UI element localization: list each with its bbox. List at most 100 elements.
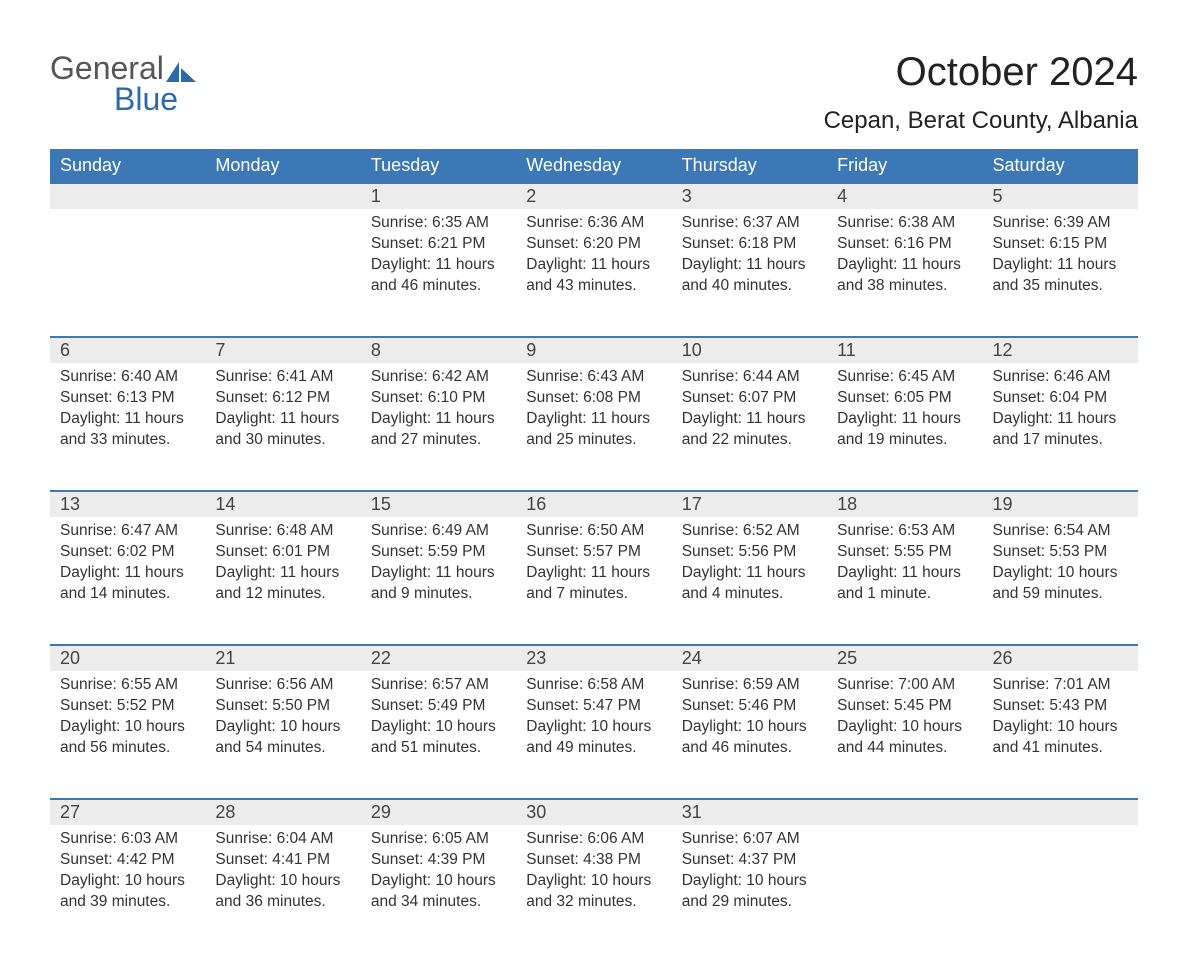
day-content-cell: Sunrise: 7:00 AMSunset: 5:45 PMDaylight:…: [827, 671, 982, 799]
day-content-cell: Sunrise: 6:48 AMSunset: 6:01 PMDaylight:…: [205, 517, 360, 645]
content-row: Sunrise: 6:55 AMSunset: 5:52 PMDaylight:…: [50, 671, 1138, 799]
daynum-row: 12345: [50, 183, 1138, 209]
daynum-row: 13141516171819: [50, 491, 1138, 517]
day-content-cell: Sunrise: 6:45 AMSunset: 6:05 PMDaylight:…: [827, 363, 982, 491]
daylight-line: Daylight: 11 hours and 7 minutes.: [526, 563, 661, 605]
sunrise-line: Sunrise: 6:57 AM: [371, 675, 506, 696]
sunrise-line: Sunrise: 6:05 AM: [371, 829, 506, 850]
sunset-line: Sunset: 5:53 PM: [993, 542, 1128, 563]
day-content-cell: Sunrise: 6:41 AMSunset: 6:12 PMDaylight:…: [205, 363, 360, 491]
sunset-line: Sunset: 6:02 PM: [60, 542, 195, 563]
sunset-line: Sunset: 5:52 PM: [60, 696, 195, 717]
location: Cepan, Berat County, Albania: [824, 107, 1138, 135]
day-number-cell: 18: [827, 491, 982, 517]
weekday-header: Monday: [205, 149, 360, 183]
daylight-line: Daylight: 10 hours and 44 minutes.: [837, 717, 972, 759]
day-content-cell: Sunrise: 6:57 AMSunset: 5:49 PMDaylight:…: [361, 671, 516, 799]
sunrise-line: Sunrise: 6:59 AM: [682, 675, 817, 696]
day-content-cell: Sunrise: 6:55 AMSunset: 5:52 PMDaylight:…: [50, 671, 205, 799]
daynum-row: 2728293031: [50, 799, 1138, 825]
day-number-cell: [205, 183, 360, 209]
sunrise-line: Sunrise: 6:37 AM: [682, 213, 817, 234]
sunrise-line: Sunrise: 6:54 AM: [993, 521, 1128, 542]
logo-text-blue: Blue: [114, 81, 196, 118]
day-number-cell: 2: [516, 183, 671, 209]
sunset-line: Sunset: 6:15 PM: [993, 234, 1128, 255]
day-content-cell: Sunrise: 6:53 AMSunset: 5:55 PMDaylight:…: [827, 517, 982, 645]
sunrise-line: Sunrise: 7:00 AM: [837, 675, 972, 696]
sunrise-line: Sunrise: 6:42 AM: [371, 367, 506, 388]
weekday-header-row: Sunday Monday Tuesday Wednesday Thursday…: [50, 149, 1138, 183]
daylight-line: Daylight: 11 hours and 12 minutes.: [215, 563, 350, 605]
sunrise-line: Sunrise: 6:06 AM: [526, 829, 661, 850]
sunset-line: Sunset: 6:12 PM: [215, 388, 350, 409]
sunset-line: Sunset: 6:21 PM: [371, 234, 506, 255]
day-number-cell: 23: [516, 645, 671, 671]
day-content-cell: Sunrise: 6:03 AMSunset: 4:42 PMDaylight:…: [50, 825, 205, 953]
sunset-line: Sunset: 5:46 PM: [682, 696, 817, 717]
sunset-line: Sunset: 5:57 PM: [526, 542, 661, 563]
daynum-row: 6789101112: [50, 337, 1138, 363]
weekday-header: Friday: [827, 149, 982, 183]
day-content-cell: Sunrise: 6:04 AMSunset: 4:41 PMDaylight:…: [205, 825, 360, 953]
sunset-line: Sunset: 5:49 PM: [371, 696, 506, 717]
day-content-cell: [205, 209, 360, 337]
sunrise-line: Sunrise: 6:39 AM: [993, 213, 1128, 234]
weekday-header: Wednesday: [516, 149, 671, 183]
day-number-cell: 8: [361, 337, 516, 363]
sunrise-line: Sunrise: 6:03 AM: [60, 829, 195, 850]
day-number-cell: 22: [361, 645, 516, 671]
sunset-line: Sunset: 6:13 PM: [60, 388, 195, 409]
sunrise-line: Sunrise: 6:45 AM: [837, 367, 972, 388]
content-row: Sunrise: 6:47 AMSunset: 6:02 PMDaylight:…: [50, 517, 1138, 645]
day-number-cell: 1: [361, 183, 516, 209]
sunrise-line: Sunrise: 6:38 AM: [837, 213, 972, 234]
sunrise-line: Sunrise: 6:58 AM: [526, 675, 661, 696]
day-number-cell: 13: [50, 491, 205, 517]
sunset-line: Sunset: 4:38 PM: [526, 850, 661, 871]
daylight-line: Daylight: 11 hours and 30 minutes.: [215, 409, 350, 451]
daylight-line: Daylight: 11 hours and 33 minutes.: [60, 409, 195, 451]
day-number-cell: [827, 799, 982, 825]
daylight-line: Daylight: 10 hours and 29 minutes.: [682, 871, 817, 913]
day-content-cell: Sunrise: 7:01 AMSunset: 5:43 PMDaylight:…: [983, 671, 1138, 799]
daylight-line: Daylight: 10 hours and 34 minutes.: [371, 871, 506, 913]
day-content-cell: [50, 209, 205, 337]
day-content-cell: Sunrise: 6:40 AMSunset: 6:13 PMDaylight:…: [50, 363, 205, 491]
weekday-header: Tuesday: [361, 149, 516, 183]
sunset-line: Sunset: 5:47 PM: [526, 696, 661, 717]
daylight-line: Daylight: 10 hours and 49 minutes.: [526, 717, 661, 759]
daylight-line: Daylight: 11 hours and 4 minutes.: [682, 563, 817, 605]
daylight-line: Daylight: 11 hours and 40 minutes.: [682, 255, 817, 297]
sunrise-line: Sunrise: 6:40 AM: [60, 367, 195, 388]
sunset-line: Sunset: 6:18 PM: [682, 234, 817, 255]
day-content-cell: Sunrise: 6:07 AMSunset: 4:37 PMDaylight:…: [672, 825, 827, 953]
header: GeneralBlue October 2024 Cepan, Berat Co…: [50, 50, 1138, 135]
sunset-line: Sunset: 5:50 PM: [215, 696, 350, 717]
day-number-cell: [983, 799, 1138, 825]
daylight-line: Daylight: 11 hours and 46 minutes.: [371, 255, 506, 297]
sunrise-line: Sunrise: 6:35 AM: [371, 213, 506, 234]
calendar-table: Sunday Monday Tuesday Wednesday Thursday…: [50, 149, 1138, 953]
daylight-line: Daylight: 11 hours and 43 minutes.: [526, 255, 661, 297]
sunrise-line: Sunrise: 6:53 AM: [837, 521, 972, 542]
sunset-line: Sunset: 5:59 PM: [371, 542, 506, 563]
daylight-line: Daylight: 11 hours and 35 minutes.: [993, 255, 1128, 297]
sunrise-line: Sunrise: 6:56 AM: [215, 675, 350, 696]
weekday-header: Sunday: [50, 149, 205, 183]
day-number-cell: 11: [827, 337, 982, 363]
day-number-cell: 7: [205, 337, 360, 363]
sunrise-line: Sunrise: 6:44 AM: [682, 367, 817, 388]
day-number-cell: 4: [827, 183, 982, 209]
day-number-cell: 20: [50, 645, 205, 671]
daylight-line: Daylight: 11 hours and 9 minutes.: [371, 563, 506, 605]
sunset-line: Sunset: 6:04 PM: [993, 388, 1128, 409]
day-number-cell: 29: [361, 799, 516, 825]
sunset-line: Sunset: 4:41 PM: [215, 850, 350, 871]
sunrise-line: Sunrise: 6:07 AM: [682, 829, 817, 850]
day-content-cell: Sunrise: 6:43 AMSunset: 6:08 PMDaylight:…: [516, 363, 671, 491]
day-content-cell: Sunrise: 6:06 AMSunset: 4:38 PMDaylight:…: [516, 825, 671, 953]
title-block: October 2024 Cepan, Berat County, Albani…: [824, 50, 1138, 135]
sunset-line: Sunset: 5:55 PM: [837, 542, 972, 563]
sunrise-line: Sunrise: 6:04 AM: [215, 829, 350, 850]
